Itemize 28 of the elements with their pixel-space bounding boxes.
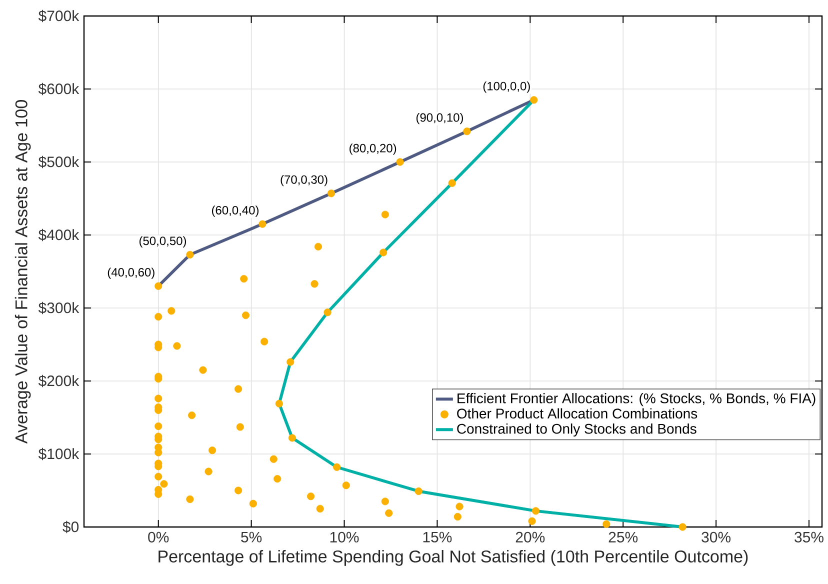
x-tick-label: 25%: [608, 532, 638, 542]
annotation: (50,0,50): [139, 236, 186, 248]
y-tick-label: $200k: [38, 374, 80, 388]
y-tick-label: $600k: [38, 82, 80, 96]
legend-label: Constrained to Only Stocks and Bonds: [457, 423, 696, 437]
y-tick-label: $0: [62, 520, 79, 534]
x-tick-label: 10%: [330, 532, 359, 542]
x-tick-label: 5%: [241, 532, 262, 542]
legend-label: Other Product Allocation Combinations: [457, 408, 698, 419]
y-tick-label: $500k: [38, 156, 80, 168]
y-axis-title: Average Value of Financial Assets at Age 100: [14, 100, 31, 444]
y-tick-label: $400k: [38, 228, 80, 242]
annotation: (70,0,30): [280, 174, 328, 186]
annotation: (60,0,40): [212, 206, 259, 217]
legend-label: Efficient Frontier Allocations: (% Stocks, % Bonds, % FIA): [458, 393, 816, 406]
y-tick-label: $300k: [38, 302, 80, 314]
x-tick-label: 0%: [148, 532, 169, 542]
x-tick-label: 15%: [423, 532, 452, 542]
x-tick-label: 20%: [516, 532, 545, 542]
x-tick-label: 35%: [794, 532, 824, 542]
x-axis-title: Percentage of Lifetime Spending Goal Not Satisfied (10th Percentile Outcome): [158, 550, 748, 566]
annotation: (80,0,20): [350, 144, 396, 155]
annotation: (40,0,60): [108, 268, 154, 279]
x-tick-label: 30%: [702, 532, 731, 542]
y-tick-label: $100k: [38, 448, 80, 460]
annotation: (100,0,0): [483, 82, 530, 93]
y-tick-label: $700k: [38, 10, 80, 22]
annotation: (90,0,10): [416, 112, 463, 124]
